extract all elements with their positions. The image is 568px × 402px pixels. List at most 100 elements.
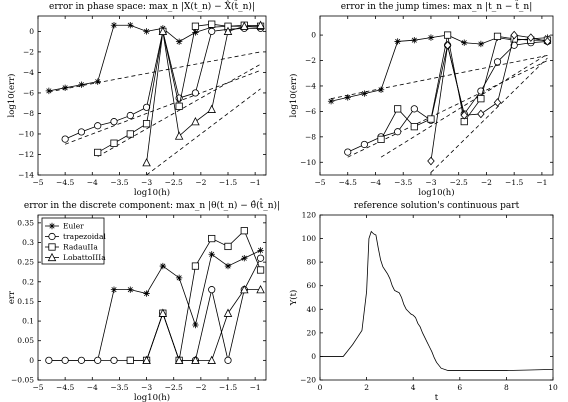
data-point-radauiia [256,266,265,274]
x-tick-label: 0 [318,383,323,392]
y-tick-label: 0 [29,356,34,365]
legend-marker-radauiia [48,243,56,251]
y-tick-label: 0.1 [22,317,34,326]
data-point-lobattoiiia [256,20,265,29]
data-point-euler [175,274,183,282]
data-point-euler [327,98,335,105]
x-tick-label: −2 [481,178,492,187]
reference-slope-line [146,88,261,175]
series-line-solution [320,230,553,371]
data-point-trapezoidal [61,356,69,364]
x-tick-label: 10 [548,383,558,392]
series-line-trapezoidal [64,27,261,140]
y-tick-label: 0.35 [17,218,34,227]
data-point-radauiia [240,227,248,235]
y-tick-label: 120 [302,211,317,220]
x-tick-label: −4.5 [56,178,74,187]
data-point-radauiia [443,31,452,39]
y-tick-label: −6 [23,88,34,97]
data-point-lobattoiiia [207,355,216,364]
data-point-euler [175,38,183,45]
data-point-euler [377,86,385,93]
x-tick-label: −3.5 [110,383,128,392]
plot-area [37,214,267,381]
chart-panel-3: error in the discrete component: max_n |… [7,198,280,402]
y-tick-label: 60 [306,281,316,290]
data-point-lobattoiiia [256,284,265,294]
x-tick-label: −2 [195,383,206,392]
data-point-radauiia [191,22,200,30]
x-axis-label: t [435,393,439,402]
y-tick-label: −4 [305,81,316,90]
data-point-lobattoiiia [477,109,485,119]
data-point-radauiia [191,262,200,270]
y-axis-label: Y(t) [288,290,299,307]
data-point-lobattoiiia [223,308,233,317]
x-tick-label: −5 [32,383,43,392]
x-tick-label: −1.5 [219,178,237,187]
y-tick-label: −4 [23,68,34,77]
data-point-euler [110,286,118,293]
y-tick-label: −20 [300,376,316,385]
data-point-radauiia [126,130,134,138]
data-point-lobattoiiia [493,98,502,107]
legend-label: Euler [63,222,84,231]
legend-marker-euler [48,222,56,230]
data-point-trapezoidal [110,356,118,364]
y-tick-label: −8 [305,132,316,141]
y-tick-label: 0.05 [17,336,34,345]
data-point-radauiia [208,234,216,243]
chart-panel-1: error in phase space: max_n |X(t_n) − X̂… [6,0,267,198]
x-axis-label: log10(h) [134,392,170,402]
y-tick-label: 0 [311,31,316,40]
chart-panel-2: error in the jump times: max_n |t_n − t̂… [288,0,554,198]
reference-slope-line [65,69,261,145]
data-point-lobattoiiia [191,355,200,364]
data-point-euler [159,262,167,270]
data-point-lobattoiiia [191,116,200,126]
data-point-trapezoidal [110,118,118,126]
x-tick-label: −3.5 [394,178,412,187]
x-tick-label: −4 [87,178,98,187]
data-point-trapezoidal [94,122,102,130]
data-point-trapezoidal [360,140,368,149]
data-point-lobattoiiia [207,104,216,113]
series-line-lobattoiiia [146,24,261,163]
data-point-euler [394,38,401,45]
data-point-lobattoiiia [240,21,249,30]
reference-slope-line [331,55,548,100]
data-point-euler [94,78,101,85]
data-point-trapezoidal [344,148,352,156]
x-tick-label: −5 [314,178,325,187]
y-tick-label: 100 [302,234,317,243]
data-point-lobattoiiia [443,40,452,50]
y-tick-label: −0.05 [11,376,34,385]
data-point-euler [427,34,435,41]
x-tick-label: −3 [141,383,152,392]
series-line-radauiia [130,230,261,361]
data-point-radauiia [427,115,435,123]
data-point-trapezoidal [126,111,134,120]
data-point-euler [361,90,368,97]
data-point-euler [110,22,118,29]
data-point-trapezoidal [208,27,216,35]
chart-title: reference solution's continuous part [354,201,520,211]
legend-marker-trapezoidal [48,232,56,241]
data-point-lobattoiiia [142,158,151,167]
data-point-radauiia [94,148,102,157]
series-line-lobattoiiia [430,34,548,162]
plot-content [45,20,265,175]
plot-content [45,227,265,364]
chart-panel-4: reference solution's continuous part 0 2 4 6… [288,201,558,402]
plot-area [319,214,554,381]
data-point-radauiia [126,356,134,364]
x-tick-label: −2 [195,178,206,187]
data-point-lobattoiiia [223,26,233,35]
x-tick-label: −2.5 [165,383,183,392]
legend-label: LobattoIIIa [63,253,106,262]
data-point-trapezoidal [208,286,216,294]
y-tick-label: 20 [306,328,316,337]
data-point-euler [143,28,150,35]
x-tick-label: −3 [425,178,436,187]
data-point-trapezoidal [256,254,265,262]
